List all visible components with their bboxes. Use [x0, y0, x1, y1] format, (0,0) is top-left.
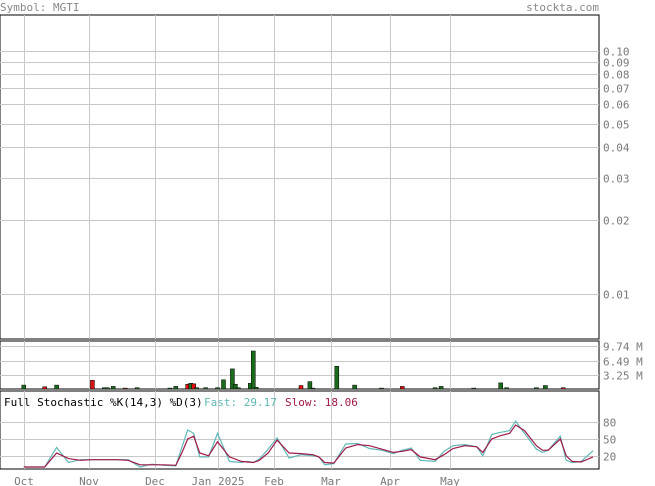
price-tick-label: 0.01	[603, 289, 630, 302]
volume-bar	[298, 385, 304, 390]
volume-tick-label: 6.49 M	[603, 356, 643, 369]
stochastic-panel: 80 50 20 Full Stochastic %K(14,3) %D(3) Fa…	[0, 390, 616, 470]
site-label: stockta.com	[526, 1, 599, 14]
volume-bar	[498, 382, 503, 390]
volume-bar	[122, 387, 128, 390]
volume-bar	[560, 387, 566, 390]
volume-bar	[90, 380, 95, 390]
stochastic-slow-label: Slow: 18.06	[285, 396, 358, 409]
volume-bar	[334, 366, 340, 390]
price-tick-label: 0.06	[603, 99, 630, 112]
volume-bar	[471, 387, 477, 390]
volume-bar	[221, 379, 226, 390]
volume-bar	[110, 386, 116, 390]
month-label: Jan 2025	[192, 475, 245, 486]
price-tick-label: 0.04	[603, 142, 630, 155]
volume-bar	[251, 350, 256, 390]
volume-panel-frame	[0, 340, 600, 390]
month-label: Apr	[380, 475, 400, 486]
volume-bar	[233, 383, 238, 390]
stoch-tick-label: 50	[603, 434, 616, 447]
volume-bar	[173, 386, 179, 390]
price-tick-label: 0.03	[603, 173, 630, 186]
volume-bar	[432, 387, 438, 390]
volume-bar	[400, 386, 405, 390]
month-label: Feb	[264, 475, 284, 486]
stochastic-fast-label: Fast: 29.17	[204, 396, 277, 409]
volume-bar	[310, 387, 316, 390]
volume-bar	[307, 381, 313, 390]
stoch-tick-label: 80	[603, 417, 616, 430]
price-panel-frame	[0, 14, 600, 340]
symbol-label: Symbol: MGTI	[0, 1, 79, 14]
volume-bar	[134, 387, 140, 390]
price-tick-label: 0.05	[603, 119, 630, 132]
price-tick-label: 0.07	[603, 83, 630, 96]
volume-tick-label: 3.25 M	[603, 370, 643, 383]
month-label: Nov	[79, 475, 99, 486]
stochastic-title: Full Stochastic %K(14,3) %D(3)	[4, 396, 203, 409]
volume-bar	[167, 387, 173, 390]
volume-bar	[543, 385, 548, 390]
volume-bar	[194, 387, 199, 390]
stoch-tick-label: 20	[603, 451, 616, 464]
month-label: May	[440, 475, 460, 486]
volume-bar	[215, 387, 220, 390]
volume-bar	[105, 387, 110, 390]
volume-bar	[191, 383, 196, 390]
volume-bar	[438, 386, 444, 390]
price-tick-label: 0.08	[603, 69, 630, 82]
volume-bar	[21, 384, 27, 390]
price-tick-label: 0.02	[603, 215, 630, 228]
price-tick-label: 0.09	[603, 57, 630, 70]
volume-bar	[203, 387, 208, 390]
volume-bar	[534, 387, 539, 390]
month-label: Mar	[321, 475, 341, 486]
volume-bar	[54, 384, 59, 390]
volume-bar	[504, 387, 509, 390]
price-panel: 0.100.090.080.07 0.06 0.05 0.04 0.03 0.02 0.01	[0, 14, 630, 340]
month-label: Dec	[145, 475, 165, 486]
volume-bar	[352, 384, 357, 390]
volume-bar	[379, 387, 384, 390]
volume-bar	[42, 386, 47, 390]
price-tick-label: 0.10	[603, 46, 630, 59]
stoch-line-slow	[23, 424, 594, 468]
volume-bar	[230, 368, 235, 390]
volume-tick-label: 9.74 M	[603, 341, 643, 354]
volume-bar	[254, 387, 259, 390]
volume-bar	[236, 387, 241, 390]
volume-panel: 9.74 M 6.49 M3.25 M	[0, 340, 643, 390]
month-label: Oct	[14, 475, 34, 486]
